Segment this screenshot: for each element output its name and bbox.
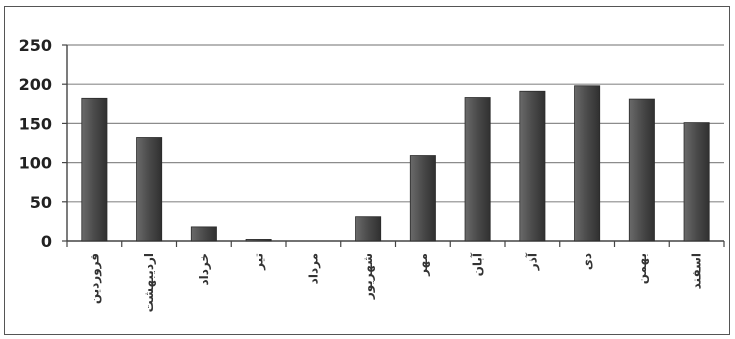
- chart-frame: 0 50 100 150 200 250 فروردین اردیبهشت خرداد تیر م…: [4, 6, 730, 335]
- gridlines: [66, 44, 724, 242]
- x-category-label: اسفند: [690, 253, 704, 289]
- bar-11: [628, 98, 655, 242]
- bar-chart: 0 50 100 150 200 250 فروردین اردیبهشت خرداد تیر م…: [4, 6, 730, 335]
- bar-2: [136, 137, 163, 242]
- x-category-label: آذر: [524, 252, 539, 271]
- y-tick-label: 200: [19, 75, 52, 94]
- bar-10: [574, 85, 601, 242]
- y-tick-label: 50: [30, 193, 52, 212]
- x-category-label: دی: [580, 253, 594, 270]
- bars: [81, 85, 710, 242]
- y-tick-label: 100: [19, 154, 52, 173]
- bar-8: [464, 97, 491, 242]
- bar-9: [519, 90, 546, 242]
- x-category-label: اردیبهشت: [142, 253, 156, 312]
- bar-12: [683, 122, 710, 242]
- x-category-label: فروردین: [87, 253, 102, 304]
- x-axis-labels: فروردین اردیبهشت خرداد تیر مرداد شهریور مهر آبا…: [87, 252, 703, 312]
- y-tick-label: 0: [41, 232, 52, 251]
- bar-7: [409, 155, 436, 242]
- bar-6: [355, 216, 382, 242]
- x-category-label: تیر: [252, 253, 266, 271]
- x-axis-ticks: [66, 241, 725, 247]
- x-category-label: خرداد: [197, 253, 211, 286]
- x-category-label: مهر: [416, 253, 430, 277]
- y-axis-ticks: 0 50 100 150 200 250: [19, 36, 67, 251]
- x-category-label: بهمن: [635, 253, 649, 284]
- y-tick-label: 150: [19, 114, 52, 133]
- bar-1: [81, 97, 108, 242]
- y-tick-label: 250: [19, 36, 52, 55]
- bar-4: [245, 239, 272, 242]
- bar-3: [190, 226, 217, 242]
- x-category-label: آبان: [470, 252, 485, 276]
- chart-border: [4, 6, 730, 335]
- x-category-label: شهریور: [361, 253, 376, 300]
- x-category-label: مرداد: [306, 253, 320, 284]
